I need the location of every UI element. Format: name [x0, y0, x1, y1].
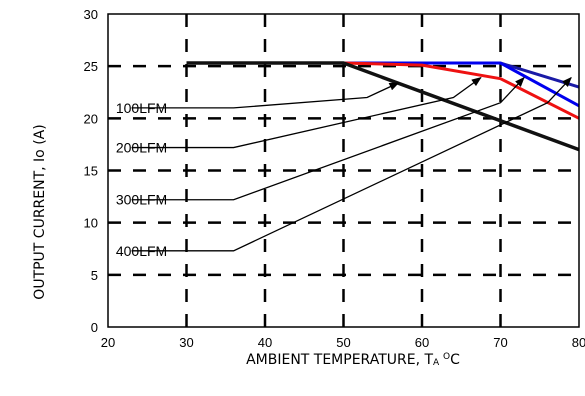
y-tick-label-25: 25: [84, 59, 98, 74]
x-axis-title: AMBIENT TEMPERATURE, TAOC: [246, 352, 460, 368]
x-tick-label-80: 80: [572, 335, 585, 350]
x-tick-label-60: 60: [415, 335, 429, 350]
y-tick-label-10: 10: [84, 216, 98, 231]
y-axis-title: OUTPUT CURRENT, Io (A): [32, 124, 48, 299]
y-tick-label-5: 5: [91, 268, 98, 283]
arrow-200lfm: [131, 77, 482, 149]
x-tick-label-30: 30: [179, 335, 193, 350]
y-tick-label-20: 20: [84, 111, 98, 126]
x-axis-title-subscript: A: [433, 358, 440, 368]
arrow-400lfm: [131, 76, 572, 252]
x-axis-title-main: AMBIENT TEMPERATURE, T: [246, 352, 433, 368]
x-axis-title-unit: C: [450, 352, 460, 368]
series-line-100lfm: [186, 61, 580, 152]
y-tick-label-0: 0: [91, 320, 98, 335]
x-axis-title-degree: O: [443, 352, 450, 362]
series-group: [186, 61, 580, 152]
arrow-300lfm: [131, 76, 525, 201]
x-tick-label-20: 20: [101, 335, 115, 350]
x-tick-label-50: 50: [336, 335, 350, 350]
y-tick-label-30: 30: [84, 7, 98, 22]
x-tick-label-40: 40: [258, 335, 272, 350]
arrow-100lfm: [131, 82, 400, 109]
y-tick-label-15: 15: [84, 164, 98, 179]
grid: [108, 14, 579, 327]
x-tick-label-70: 70: [493, 335, 507, 350]
tick-labels: 20 30 40 50 60 70 80 0 5 10 15 20 25 30: [84, 7, 585, 350]
plot-frame: [107, 13, 580, 328]
plot-border: [107, 13, 580, 328]
